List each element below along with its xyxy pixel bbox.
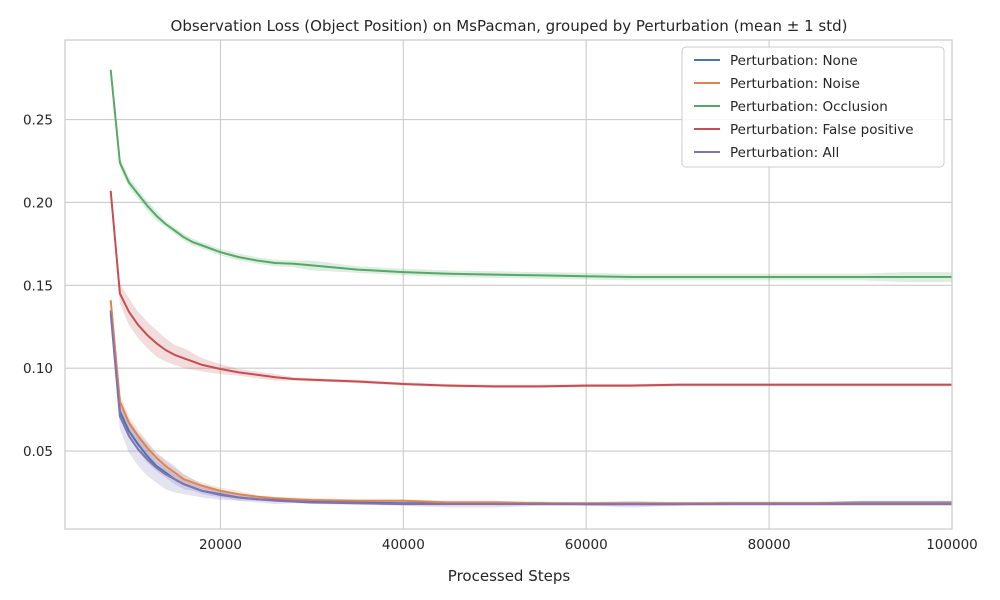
y-tick-label: 0.10 [23, 361, 53, 377]
legend-label: Perturbation: None [730, 53, 858, 69]
std-band-0 [110, 303, 952, 506]
series-line-3 [109, 190, 952, 388]
series-line-4 [109, 313, 952, 506]
y-tick-label: 0.20 [23, 195, 53, 211]
std-band-3 [110, 184, 952, 389]
x-tick-labels: 20000 40000 60000 80000 100000 [199, 537, 978, 553]
legend: Perturbation: None Perturbation: Noise Per… [681, 46, 945, 168]
y-tick-label: 0.15 [23, 278, 53, 294]
x-tick-label: 80000 [748, 537, 791, 553]
series-lines [109, 69, 952, 506]
x-axis-label: Processed Steps [448, 567, 571, 585]
chart-title: Observation Loss (Object Position) on Ms… [171, 17, 848, 35]
y-tick-label: 0.05 [23, 444, 53, 460]
y-tick-label: 0.25 [23, 113, 53, 129]
x-tick-label: 20000 [199, 537, 242, 553]
y-tick-labels: 0.05 0.10 0.15 0.20 0.25 [23, 113, 53, 461]
legend-label: Perturbation: Occlusion [730, 99, 888, 115]
x-tick-label: 100000 [926, 537, 978, 553]
legend-label: Perturbation: All [730, 145, 839, 161]
plot-frame [64, 39, 953, 530]
series-line-2 [109, 69, 952, 278]
legend-box [681, 46, 945, 168]
legend-label: Perturbation: Noise [730, 76, 860, 92]
x-tick-label: 60000 [565, 537, 608, 553]
x-tick-label: 40000 [382, 537, 425, 553]
legend-label: Perturbation: False positive [730, 122, 914, 138]
